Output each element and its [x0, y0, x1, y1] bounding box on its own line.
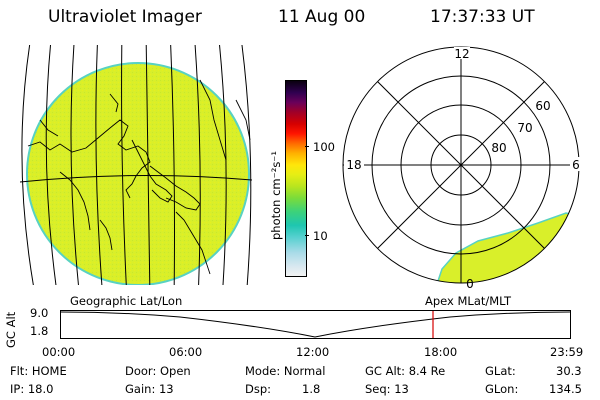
info-ip: IP: 18.0	[10, 382, 54, 396]
info-glat-label: GLat:	[485, 364, 516, 378]
info-mode: Mode: Normal	[245, 364, 326, 378]
info-seq: Seq: 13	[365, 382, 409, 396]
colorbar-tick-10	[305, 235, 309, 236]
polar-mlat-mlt-panel: 12 18 6 0 60 70 80	[342, 46, 582, 291]
alt-tick-9: 9.0	[30, 306, 49, 320]
altitude-curve	[60, 311, 571, 338]
time-tick-0600: 06:00	[169, 345, 203, 359]
coastlines	[27, 79, 251, 275]
time-tick-1200: 12:00	[296, 345, 330, 359]
lat-label-70: 70	[517, 121, 532, 135]
info-glat-value: 30.3	[556, 364, 582, 378]
info-door: Door: Open	[125, 364, 191, 378]
colorbar	[285, 80, 307, 277]
header-date: 11 Aug 00	[278, 7, 366, 27]
alt-tick-1-8: 1.8	[30, 324, 49, 338]
polar-panel-label: Apex MLat/MLT	[425, 294, 512, 308]
geographic-panel-label: Geographic Lat/Lon	[70, 294, 183, 308]
mlt-label-18: 18	[346, 158, 361, 172]
app-title: Ultraviolet Imager	[48, 7, 202, 27]
lat-label-60: 60	[535, 99, 550, 113]
colorbar-label-10: 10	[313, 229, 328, 243]
colorbar-label-100: 100	[313, 140, 335, 154]
info-dsp-value: 1.8	[302, 382, 321, 396]
altitude-timeline-plot	[60, 310, 571, 339]
graticule-meridians	[21, 45, 252, 285]
colorbar-unit-label: photon cm⁻²s⁻¹	[269, 151, 283, 240]
geographic-image-panel	[20, 45, 252, 285]
header-time: 17:37:33 UT	[430, 7, 535, 27]
mlt-label-0: 0	[466, 277, 474, 291]
graticule-parallel	[20, 174, 252, 183]
time-tick-0000: 00:00	[42, 345, 76, 359]
time-tick-1800: 18:00	[424, 345, 458, 359]
info-glon-label: GLon:	[485, 382, 519, 396]
time-tick-2359: 23:59	[550, 345, 584, 359]
mlt-label-6: 6	[572, 158, 580, 172]
info-dsp-label: Dsp:	[245, 382, 272, 396]
info-gain: Gain: 13	[125, 382, 174, 396]
info-gc-alt: GC Alt: 8.4 Re	[365, 364, 446, 378]
lat-label-80: 80	[491, 141, 506, 155]
alt-axis-label: GC Alt	[4, 311, 18, 348]
mlt-diagonal-2	[377, 81, 545, 249]
info-flt: Flt: HOME	[10, 364, 67, 378]
colorbar-tick-100	[305, 146, 309, 147]
mlt-label-12: 12	[454, 47, 469, 61]
info-glon-value: 134.5	[549, 382, 582, 396]
